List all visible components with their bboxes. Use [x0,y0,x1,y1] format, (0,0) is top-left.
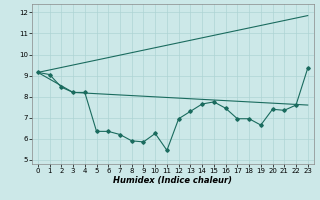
X-axis label: Humidex (Indice chaleur): Humidex (Indice chaleur) [113,176,232,185]
